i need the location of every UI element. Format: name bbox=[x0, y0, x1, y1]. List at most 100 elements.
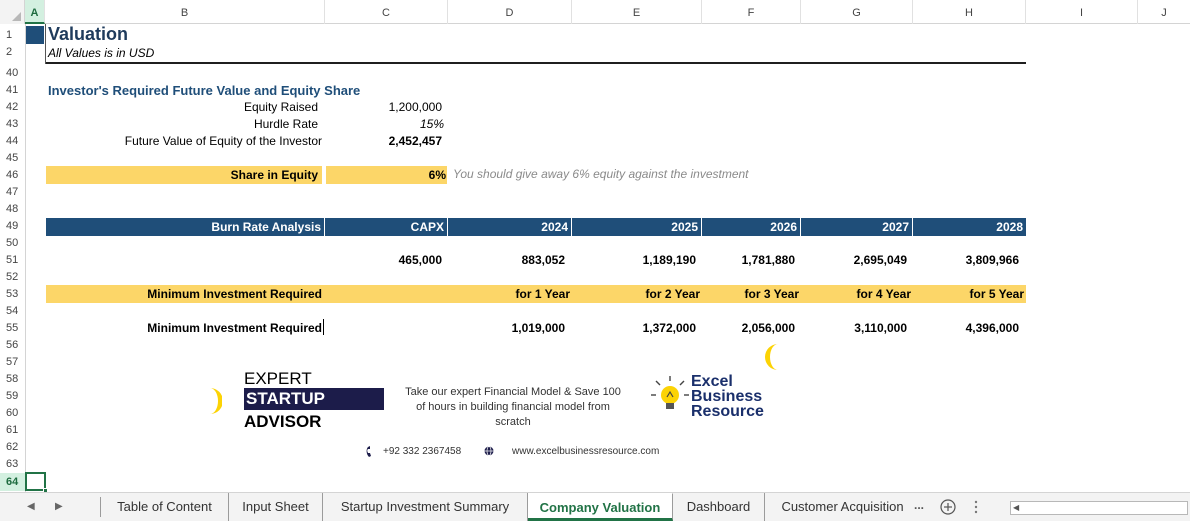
column-header-g[interactable]: G bbox=[801, 0, 913, 24]
column-header-e[interactable]: E bbox=[572, 0, 702, 24]
horizontal-scrollbar[interactable]: ◀ bbox=[1010, 501, 1188, 515]
row-header[interactable]: 2 bbox=[6, 46, 13, 58]
row-header[interactable]: 56 bbox=[6, 339, 19, 351]
tab-company-valuation[interactable]: Company Valuation bbox=[528, 493, 673, 521]
min-investment-value-label: Minimum Investment Required bbox=[147, 321, 322, 335]
burn-rate-value-2025[interactable]: 1,189,190 bbox=[642, 253, 696, 267]
row-header[interactable]: 48 bbox=[6, 203, 19, 215]
column-header-f[interactable]: F bbox=[702, 0, 801, 24]
row-header[interactable]: 53 bbox=[6, 288, 19, 300]
min-investment-period-3: for 3 Year bbox=[744, 287, 799, 301]
column-header-d[interactable]: D bbox=[448, 0, 572, 24]
lightbulb-icon bbox=[651, 376, 689, 409]
row-header[interactable]: 46 bbox=[6, 169, 19, 181]
min-investment-period-1: for 1 Year bbox=[515, 287, 570, 301]
row-header[interactable]: 1 bbox=[6, 29, 13, 41]
ad-tagline-line: Take our expert Financial Model & Save 1… bbox=[405, 386, 621, 398]
tab-scroll-left-icon[interactable]: ◀ bbox=[27, 501, 35, 512]
min-investment-value-4[interactable]: 3,110,000 bbox=[854, 321, 907, 335]
burn-rate-value-2028[interactable]: 3,809,966 bbox=[965, 253, 1019, 267]
row-header[interactable]: 49 bbox=[6, 220, 19, 232]
logo-line-excel: Excel bbox=[691, 373, 733, 390]
ad-website[interactable]: www.excelbusinessresource.com bbox=[512, 446, 660, 457]
investor-section-heading: Investor's Required Future Value and Equ… bbox=[48, 83, 361, 98]
burn-rate-value-2024[interactable]: 883,052 bbox=[521, 253, 565, 267]
title-accent-block bbox=[26, 26, 44, 44]
min-investment-period-5: for 5 Year bbox=[969, 287, 1024, 301]
burn-rate-header-2027: 2027 bbox=[801, 218, 913, 236]
row-header[interactable]: 52 bbox=[6, 271, 19, 283]
ad-tagline-line: of hours in building financial model fro… bbox=[416, 401, 610, 413]
tab-overflow-button[interactable]: ... bbox=[914, 498, 925, 512]
row-header[interactable]: 51 bbox=[6, 254, 19, 266]
tab-table-of-content[interactable]: Table of Content bbox=[101, 493, 229, 521]
min-investment-period-label: Minimum Investment Required bbox=[147, 287, 322, 301]
row-header[interactable]: 62 bbox=[6, 441, 19, 453]
burn-rate-value-2027[interactable]: 2,695,049 bbox=[853, 253, 907, 267]
row-header[interactable]: 55 bbox=[6, 322, 19, 334]
row-header[interactable]: 43 bbox=[6, 118, 19, 130]
min-investment-value-5[interactable]: 4,396,000 bbox=[965, 321, 1019, 335]
tab-scroll-right-icon[interactable]: ▶ bbox=[55, 501, 63, 512]
add-sheet-icon[interactable] bbox=[940, 499, 956, 515]
page-title: Valuation bbox=[48, 24, 129, 44]
column-header-bar: A B C D E F G H I J bbox=[0, 0, 1190, 24]
burn-rate-value-2026[interactable]: 1,781,880 bbox=[741, 253, 795, 267]
row-header[interactable]: 61 bbox=[6, 424, 19, 436]
scroll-left-arrow-icon[interactable]: ◀ bbox=[1013, 503, 1020, 512]
row-header-active[interactable]: 64 bbox=[0, 473, 25, 491]
more-options-icon[interactable] bbox=[974, 500, 978, 514]
phone-icon bbox=[366, 446, 371, 457]
column-header-a[interactable]: A bbox=[25, 0, 45, 24]
column-header-i[interactable]: I bbox=[1026, 0, 1138, 24]
tab-customer-acquisition[interactable]: Customer Acquisition bbox=[781, 499, 904, 514]
row-header-divider bbox=[25, 24, 26, 492]
future-value-value[interactable]: 2,452,457 bbox=[388, 134, 442, 148]
min-investment-value-3[interactable]: 2,056,000 bbox=[741, 321, 795, 335]
equity-raised-label: Equity Raised bbox=[243, 100, 318, 114]
equity-raised-value[interactable]: 1,200,000 bbox=[388, 100, 442, 114]
share-equity-value[interactable]: 6% bbox=[428, 168, 446, 182]
row-header[interactable]: 47 bbox=[6, 186, 19, 198]
min-investment-value-1[interactable]: 1,019,000 bbox=[511, 321, 565, 335]
burn-rate-value-capx[interactable]: 465,000 bbox=[398, 253, 442, 267]
tab-input-sheet[interactable]: Input Sheet bbox=[229, 493, 323, 521]
column-header-b[interactable]: B bbox=[45, 0, 325, 24]
row-header[interactable]: 58 bbox=[6, 373, 19, 385]
row-header[interactable]: 40 bbox=[6, 67, 19, 79]
select-all-triangle-icon bbox=[12, 12, 21, 21]
logo-line-business: Business bbox=[691, 388, 763, 405]
select-all-corner[interactable] bbox=[0, 0, 25, 24]
logo-line-resource: Resource bbox=[691, 403, 764, 420]
future-value-label: Future Value of Equity of the Investor bbox=[124, 134, 322, 148]
burn-rate-label: Burn Rate Analysis bbox=[46, 218, 325, 236]
row-header[interactable]: 41 bbox=[6, 84, 19, 96]
tab-startup-investment-summary[interactable]: Startup Investment Summary bbox=[323, 493, 528, 521]
column-header-h[interactable]: H bbox=[913, 0, 1026, 24]
min-investment-period-4: for 4 Year bbox=[856, 287, 911, 301]
row-header[interactable]: 44 bbox=[6, 135, 19, 147]
cell-cursor bbox=[323, 319, 324, 335]
min-investment-value-2[interactable]: 1,372,000 bbox=[642, 321, 696, 335]
row-header[interactable]: 42 bbox=[6, 101, 19, 113]
crescent-decoration-icon bbox=[765, 344, 778, 370]
column-header-j[interactable]: J bbox=[1161, 7, 1167, 19]
selected-cell[interactable] bbox=[25, 472, 48, 493]
ad-phone[interactable]: +92 332 2367458 bbox=[383, 446, 462, 457]
hurdle-rate-value[interactable]: 15% bbox=[419, 117, 444, 131]
column-header-c[interactable]: C bbox=[325, 0, 448, 24]
share-equity-label-cell bbox=[46, 166, 322, 184]
tab-dashboard[interactable]: Dashboard bbox=[673, 493, 765, 521]
brand-line-expert: EXPERT bbox=[244, 369, 312, 388]
row-header[interactable]: 63 bbox=[6, 458, 19, 470]
crescent-decoration-icon bbox=[210, 388, 222, 414]
sheet-tab-bar: ◀ ▶ Table of Content Input Sheet Startup… bbox=[0, 492, 1190, 521]
row-header[interactable]: 60 bbox=[6, 407, 19, 419]
row-header[interactable]: 57 bbox=[6, 356, 19, 368]
row-header[interactable]: 45 bbox=[6, 152, 19, 164]
title-rule bbox=[46, 62, 1026, 64]
row-header[interactable]: 54 bbox=[6, 305, 19, 317]
row-header[interactable]: 59 bbox=[6, 390, 19, 402]
row-header[interactable]: 50 bbox=[6, 237, 19, 249]
burn-rate-header-2026: 2026 bbox=[702, 218, 801, 236]
